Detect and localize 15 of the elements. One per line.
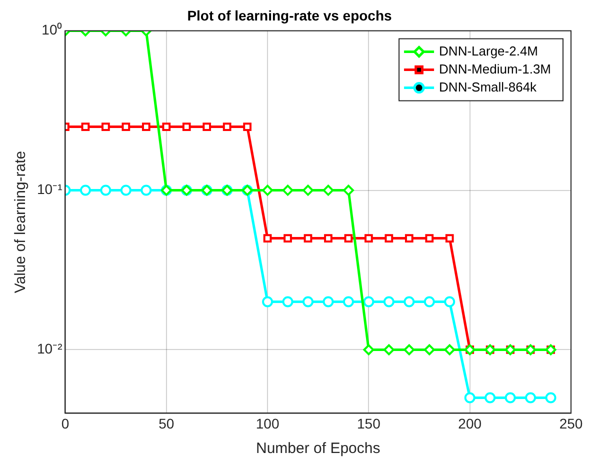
- x-tick-label: 50: [158, 415, 174, 432]
- legend-label: DNN-Large-2.4M: [439, 43, 538, 58]
- legend-label: DNN-Small-864k: [439, 79, 538, 94]
- x-axis-title: Number of Epochs: [256, 440, 380, 458]
- x-tick-label: 0: [61, 415, 70, 432]
- y-tick-label: 10⁻²: [37, 340, 63, 357]
- y-tick-label: 10⁰: [42, 22, 62, 38]
- chart-title: Plot of learning-rate vs epochs: [187, 7, 392, 24]
- y-tick-label: 10⁻¹: [37, 181, 63, 198]
- x-tick-label: 250: [559, 415, 583, 432]
- x-tick-label: 150: [357, 415, 381, 432]
- y-axis-title: Value of learning-rate: [12, 150, 30, 294]
- x-tick-label: 200: [458, 415, 482, 432]
- x-tick-label: 100: [256, 415, 280, 432]
- legend-label: DNN-Medium-1.3M: [439, 61, 552, 76]
